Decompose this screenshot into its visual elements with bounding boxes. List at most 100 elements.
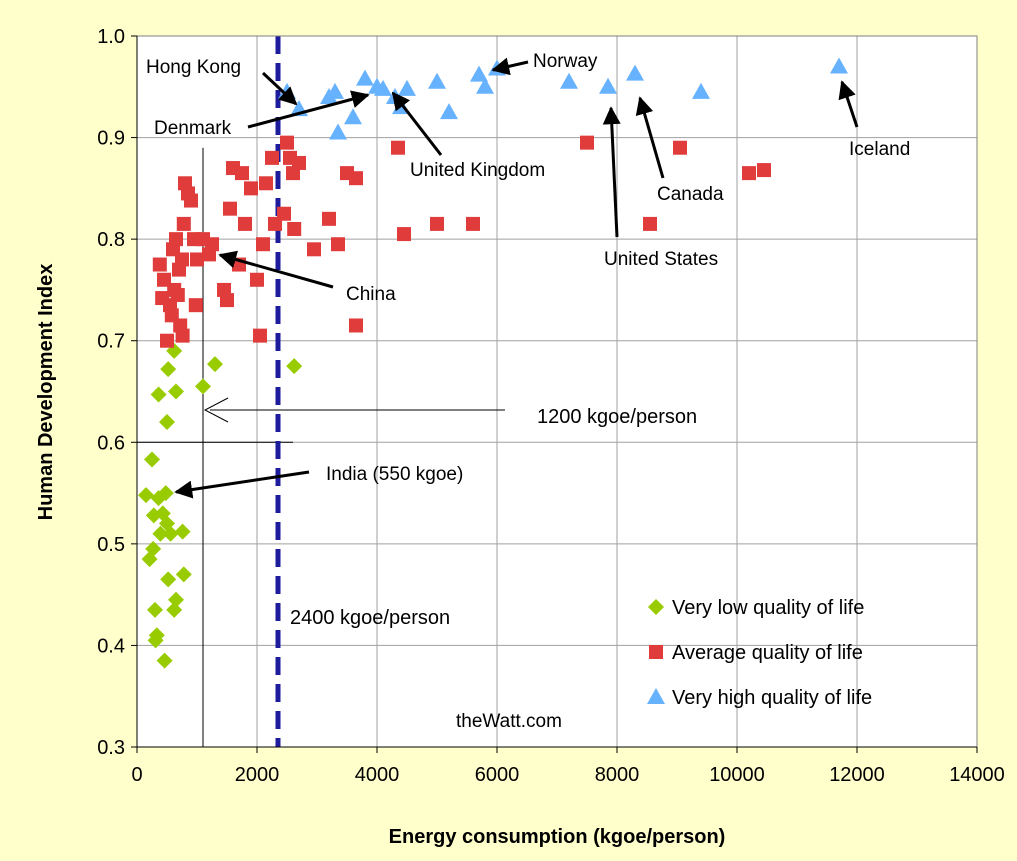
data-point-triangle: [428, 72, 446, 89]
data-point-square: [152, 257, 167, 272]
y-tick-label: 0.4: [97, 635, 125, 657]
x-tick-label: 10000: [709, 764, 765, 786]
legend-label: Very low quality of life: [672, 597, 864, 619]
data-point-square: [190, 252, 204, 267]
data-point-diamond: [207, 356, 223, 373]
legend-label: Very high quality of life: [672, 687, 872, 709]
data-point-square: [184, 193, 198, 208]
data-point-triangle: [440, 103, 458, 120]
data-point-square: [287, 221, 302, 236]
data-point-square: [244, 181, 258, 196]
data-point-square: [391, 140, 405, 155]
data-point-triangle: [374, 79, 392, 96]
data-point-square: [235, 166, 249, 181]
data-point-square: [175, 328, 190, 343]
x-axis-title: Energy consumption (kgoe/person): [389, 826, 726, 848]
legend-label: Average quality of life: [672, 642, 863, 664]
reference-arrowhead-1200: [203, 397, 229, 423]
annotation-arrow: [391, 91, 443, 156]
annotation-label: United Kingdom: [410, 160, 545, 181]
data-point-square: [742, 166, 756, 181]
data-point-square: [170, 288, 185, 303]
legend-marker-triangle: [647, 688, 665, 704]
data-point-triangle: [329, 123, 347, 140]
data-point-triangle: [560, 72, 578, 89]
data-point-square: [205, 237, 219, 252]
data-point-square: [220, 293, 234, 308]
data-point-square: [322, 211, 336, 226]
data-point-square: [292, 155, 306, 170]
data-point-diamond: [159, 413, 175, 430]
data-point-square: [223, 201, 237, 216]
data-point-triangle: [356, 69, 374, 86]
data-point-square: [160, 333, 174, 348]
legend-marker-square: [649, 645, 663, 659]
data-point-square: [466, 216, 480, 231]
data-point-square: [643, 216, 657, 231]
data-point-diamond: [286, 358, 303, 375]
data-point-square: [188, 298, 203, 313]
y-tick-label: 1.0: [97, 26, 125, 48]
watermark-text: theWatt.com: [456, 711, 562, 732]
data-point-square: [175, 252, 189, 267]
data-point-diamond: [138, 487, 154, 504]
annotation-label: Denmark: [154, 118, 232, 139]
data-point-diamond: [147, 601, 163, 618]
data-point-diamond: [150, 386, 167, 403]
data-point-diamond: [152, 525, 169, 542]
data-point-square: [280, 135, 294, 150]
y-axis-title: Human Development Index: [35, 264, 57, 521]
data-point-square: [397, 227, 411, 242]
y-tick-label: 0.8: [97, 229, 125, 251]
y-tick-label: 0.6: [97, 432, 125, 454]
annotation-arrow: [218, 250, 334, 289]
x-tick-label: 0: [131, 764, 142, 786]
y-tick-label: 0.9: [97, 128, 125, 150]
data-point-diamond: [157, 485, 174, 502]
data-point-square: [259, 176, 273, 191]
data-point-square: [430, 216, 444, 231]
data-point-square: [277, 206, 291, 221]
annotation-arrow: [635, 96, 665, 179]
data-point-square: [265, 150, 279, 165]
annotation-arrow: [602, 106, 621, 238]
y-tick-label: 0.3: [97, 737, 125, 759]
reference-label-2400: 2400 kgoe/person: [290, 607, 450, 629]
y-tick-label: 0.5: [97, 534, 125, 556]
data-point-diamond: [175, 566, 192, 583]
data-point-diamond: [145, 540, 162, 557]
annotation-label: Iceland: [849, 139, 910, 160]
data-point-square: [331, 237, 345, 252]
data-point-triangle: [470, 65, 488, 82]
annotation-arrow: [247, 90, 370, 129]
annotation-label: Hong Kong: [146, 57, 241, 78]
annotation-arrow: [174, 470, 310, 499]
x-tick-label: 6000: [475, 764, 520, 786]
x-tick-label: 8000: [595, 764, 640, 786]
data-point-diamond: [144, 451, 160, 468]
data-point-square: [349, 171, 363, 186]
data-point-triangle: [626, 64, 644, 81]
data-point-square: [349, 318, 363, 333]
annotation-arrow: [838, 80, 859, 128]
data-point-square: [757, 163, 771, 178]
data-point-diamond: [174, 523, 191, 540]
annotation-arrow: [491, 57, 529, 76]
data-point-triangle: [599, 77, 617, 94]
annotation-arrow: [261, 71, 298, 106]
data-point-diamond: [160, 361, 177, 378]
data-point-diamond: [148, 627, 165, 644]
x-tick-label: 14000: [949, 764, 1005, 786]
data-point-diamond: [195, 378, 211, 395]
data-point-square: [673, 140, 687, 155]
data-point-triangle: [830, 57, 848, 74]
data-point-diamond: [166, 601, 183, 618]
x-tick-label: 2000: [235, 764, 280, 786]
annotation-label: United States: [604, 249, 718, 270]
data-point-square: [238, 216, 252, 231]
data-point-square: [256, 237, 270, 252]
data-point-triangle: [692, 82, 710, 99]
data-point-triangle: [476, 77, 494, 94]
